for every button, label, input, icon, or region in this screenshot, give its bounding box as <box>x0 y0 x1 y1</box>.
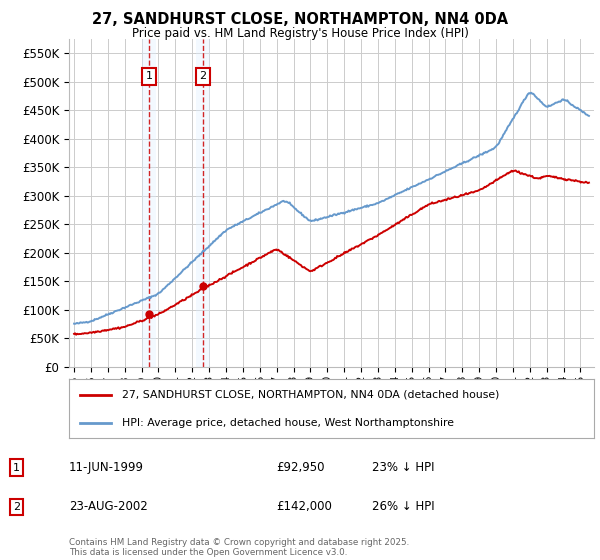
Text: Contains HM Land Registry data © Crown copyright and database right 2025.
This d: Contains HM Land Registry data © Crown c… <box>69 538 409 557</box>
Text: 2: 2 <box>199 71 206 81</box>
Text: 11-JUN-1999: 11-JUN-1999 <box>69 461 144 474</box>
Text: £92,950: £92,950 <box>276 461 325 474</box>
Text: £142,000: £142,000 <box>276 500 332 514</box>
Text: 27, SANDHURST CLOSE, NORTHAMPTON, NN4 0DA (detached house): 27, SANDHURST CLOSE, NORTHAMPTON, NN4 0D… <box>121 390 499 400</box>
Text: 1: 1 <box>13 463 20 473</box>
Text: 23-AUG-2002: 23-AUG-2002 <box>69 500 148 514</box>
Text: 23% ↓ HPI: 23% ↓ HPI <box>372 461 434 474</box>
Text: 2: 2 <box>13 502 20 512</box>
Text: 26% ↓ HPI: 26% ↓ HPI <box>372 500 434 514</box>
Text: 1: 1 <box>146 71 152 81</box>
Text: Price paid vs. HM Land Registry's House Price Index (HPI): Price paid vs. HM Land Registry's House … <box>131 27 469 40</box>
Text: HPI: Average price, detached house, West Northamptonshire: HPI: Average price, detached house, West… <box>121 418 454 428</box>
Bar <box>142 39 156 367</box>
Bar <box>196 39 210 367</box>
Text: 27, SANDHURST CLOSE, NORTHAMPTON, NN4 0DA: 27, SANDHURST CLOSE, NORTHAMPTON, NN4 0D… <box>92 12 508 27</box>
